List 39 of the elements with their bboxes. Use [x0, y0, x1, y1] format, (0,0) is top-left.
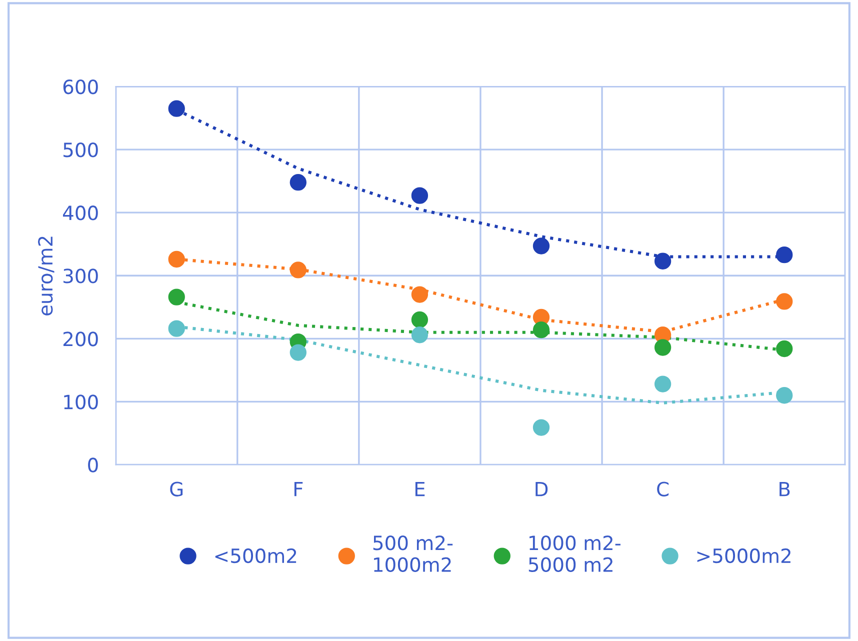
x-tick-label: D — [536, 482, 548, 496]
legend-label: >5000m2 — [697, 548, 790, 564]
point — [532, 238, 550, 254]
x-tick-label: B — [780, 482, 790, 496]
x-tick-label: G — [170, 482, 183, 496]
legend-label: <500m2 — [215, 548, 296, 564]
y-tick-label: 100 — [64, 394, 98, 410]
point — [776, 246, 793, 264]
y-axis-title: euro/m2 — [38, 236, 54, 316]
point — [776, 340, 793, 358]
y-tick-label: 400 — [63, 206, 98, 220]
x-tick-label: F — [294, 482, 303, 496]
point — [290, 262, 306, 278]
point — [168, 250, 185, 268]
y-tick-label: 300 — [64, 268, 98, 284]
point — [411, 187, 428, 204]
point — [411, 311, 428, 328]
legend-label: 1000 m2- 5000 m2 — [528, 536, 620, 572]
point — [290, 174, 306, 191]
point — [776, 293, 793, 310]
x-tick-label: E — [415, 482, 425, 496]
point — [411, 286, 428, 303]
point — [776, 387, 793, 404]
point — [654, 252, 672, 270]
x-tick-label: C — [657, 482, 669, 496]
point — [654, 339, 672, 356]
y-tick-label: 200 — [63, 332, 98, 346]
y-tick-label: 500 — [64, 142, 98, 158]
legend-label: 500 m2- 1000m2 — [373, 536, 453, 572]
point — [290, 344, 306, 361]
point — [411, 326, 428, 344]
point — [168, 288, 185, 306]
point — [532, 322, 550, 338]
y-tick-label: 600 — [63, 79, 98, 94]
point — [654, 376, 672, 392]
point — [168, 100, 185, 117]
point — [532, 419, 550, 436]
point — [168, 320, 185, 337]
y-tick-label: 0 — [88, 458, 98, 472]
